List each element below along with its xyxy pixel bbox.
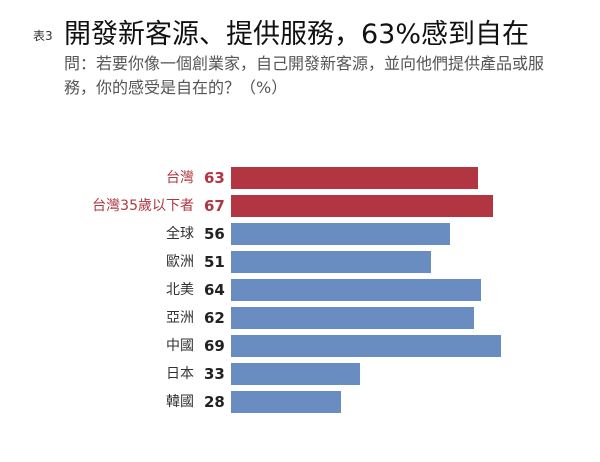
bar (231, 195, 493, 217)
bar-row: 台灣35歲以下者 67 (0, 195, 600, 217)
bar-label: 北美 (166, 282, 194, 298)
bar-row: 中國 69 (0, 335, 600, 357)
bar (231, 307, 474, 329)
bar-row: 歐洲 51 (0, 251, 600, 273)
bar (231, 363, 360, 385)
bar (231, 335, 501, 357)
bar-label: 台灣 (166, 170, 194, 186)
bar-value: 51 (204, 253, 225, 271)
bar (231, 223, 450, 245)
chart-subtitle: 問：若要你像一個創業家，自己開發新客源，並向他們提供產品或服務，你的感受是自在的… (64, 54, 545, 97)
bar-label: 歐洲 (166, 254, 194, 270)
bar-label: 台灣35歲以下者 (92, 198, 194, 214)
bar-row: 北美 64 (0, 279, 600, 301)
bar-value: 64 (204, 281, 225, 299)
bar-value: 62 (204, 309, 225, 327)
bar-value: 33 (204, 365, 225, 383)
bar-value: 56 (204, 225, 225, 243)
bar (231, 251, 431, 273)
bar (231, 279, 481, 301)
bar-value: 69 (204, 337, 225, 355)
bar-label: 日本 (166, 366, 194, 382)
bar-label: 全球 (166, 226, 194, 242)
bar-row: 亞洲 62 (0, 307, 600, 329)
bar (231, 391, 341, 413)
bar-value: 67 (204, 197, 225, 215)
bar-row: 台灣 63 (0, 167, 600, 189)
bar-label: 韓國 (166, 394, 194, 410)
chart-title: 開發新客源、提供服務，63%感到自在 (64, 19, 530, 50)
table-number-tag: 表3 (33, 29, 53, 43)
bar-label: 亞洲 (166, 310, 194, 326)
bar (231, 167, 478, 189)
bar-row: 韓國 28 (0, 391, 600, 413)
bar-value: 28 (204, 393, 225, 411)
bar-row: 日本 33 (0, 363, 600, 385)
bar-row: 全球 56 (0, 223, 600, 245)
bar-label: 中國 (166, 338, 194, 354)
bar-value: 63 (204, 169, 225, 187)
